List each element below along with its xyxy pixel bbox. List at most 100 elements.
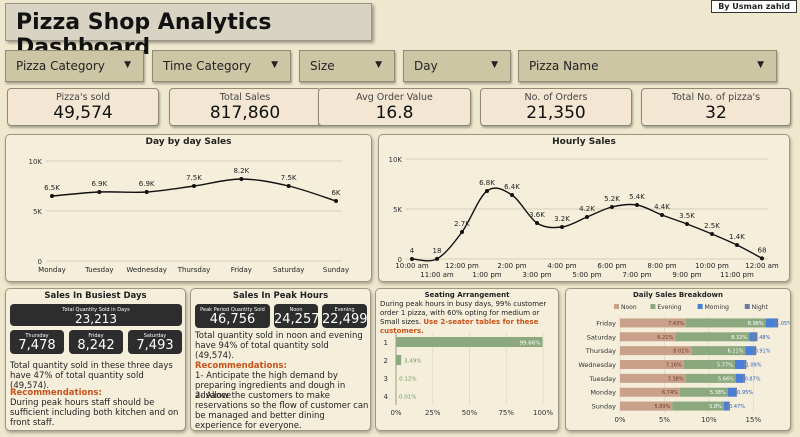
- data-label: 7.38%: [668, 376, 684, 382]
- bar-segment: [679, 387, 728, 397]
- legend-swatch: [614, 304, 619, 309]
- filter-pizza-category[interactable]: Pizza Category ▼: [5, 50, 144, 82]
- data-point: [610, 205, 614, 209]
- data-label: 5.4K: [629, 193, 645, 201]
- peak-summary: Total quantity sold in noon and evening …: [195, 331, 363, 361]
- filter-size[interactable]: Size ▼: [299, 50, 395, 82]
- data-label: 5.89%: [654, 404, 670, 410]
- legend-swatch: [697, 304, 703, 309]
- pill-value: 7,493: [136, 338, 174, 353]
- data-label: 6.4K: [504, 183, 520, 191]
- data-label: 8.2K: [233, 167, 249, 175]
- kpi-number-of-orders: No. of Orders 21,350: [480, 88, 632, 126]
- data-point: [334, 199, 338, 203]
- evening-pill: Evening 22,499: [322, 304, 368, 328]
- data-label: 7.16%: [666, 363, 682, 369]
- data-label: 99.66%: [520, 341, 541, 347]
- data-label: 6K: [331, 189, 340, 197]
- bar-segment: [685, 373, 736, 383]
- panel-title: Sales In Busiest Days: [44, 291, 147, 301]
- data-point: [239, 177, 244, 181]
- chart-title: Hourly Sales: [552, 137, 616, 147]
- x-tick-label: 12:00 pm: [445, 262, 479, 270]
- bar-segment: [683, 360, 735, 369]
- pill-label: Total Quantity Sold in Days: [62, 307, 130, 313]
- y-tick-label: Thursday: [585, 347, 616, 355]
- filter-label: Pizza Category: [16, 59, 105, 73]
- x-tick-label: 5%: [659, 416, 670, 424]
- bar: [396, 355, 402, 365]
- x-tick-label: Thursday: [177, 266, 211, 274]
- x-tick-label: 6:00 pm: [597, 262, 626, 270]
- y-tick-label: Friday: [596, 319, 616, 327]
- y-tick-label: 1: [384, 339, 388, 347]
- x-tick-label: Saturday: [273, 266, 305, 274]
- y-tick-label: Saturday: [587, 333, 616, 341]
- seating-text: During peak hours in busy days, 99% cust…: [380, 300, 558, 336]
- filter-pizza-name[interactable]: Pizza Name ▼: [518, 50, 777, 82]
- data-point: [460, 230, 464, 234]
- filter-time-category[interactable]: Time Category ▼: [152, 50, 291, 82]
- data-label: 8.32%: [731, 335, 747, 341]
- filter-day[interactable]: Day ▼: [403, 50, 511, 82]
- legend-swatch: [744, 304, 750, 309]
- x-tick-label: Tuesday: [84, 266, 113, 274]
- kpi-label: Avg Order Value: [356, 92, 433, 103]
- x-tick-label: 8:00 pm: [647, 262, 676, 270]
- x-tick-label: 3:00 pm: [522, 271, 551, 279]
- bar-segment: [745, 346, 754, 356]
- caret-down-icon: ▼: [757, 60, 764, 70]
- bar-segment: [620, 346, 692, 356]
- bar-segment: [736, 387, 738, 397]
- bar-segment: [728, 401, 730, 411]
- pill-label: Friday: [88, 333, 104, 339]
- bar-segment: [620, 318, 687, 328]
- peak-hours-panel: Sales In Peak Hours Peak Period Quantity…: [190, 288, 371, 431]
- bar-segment: [686, 318, 766, 328]
- busiest-rec-title: Recommendations:: [10, 388, 102, 398]
- x-tick-label: 15%: [746, 416, 762, 424]
- bar-segment: [765, 318, 776, 328]
- x-tick-label: 9:00 pm: [672, 271, 701, 279]
- y-tick-label: 10K: [29, 158, 43, 166]
- data-point: [435, 256, 439, 261]
- data-label: 6.11%: [728, 349, 744, 355]
- x-tick-label: 7:00 pm: [622, 271, 651, 279]
- data-label: 8.01%: [673, 349, 689, 355]
- peak-rec-title: Recommendations:: [195, 361, 287, 371]
- bar-segment: [691, 346, 746, 356]
- bar-segment: [620, 401, 673, 411]
- data-label: 4.4K: [654, 203, 670, 211]
- data-label: 4: [410, 247, 415, 255]
- legend-label: Night: [752, 304, 769, 311]
- x-tick-label: 50%: [462, 409, 478, 417]
- thursday-pill: Thursday 7,478: [10, 330, 64, 354]
- data-label: 1.05%: [776, 321, 790, 327]
- hourly-sales-panel: Hourly Sales 0 5K 10K 4 10:00 am 18 11:00 am 2.…: [378, 134, 790, 282]
- data-label: 2.7K: [454, 220, 470, 228]
- bar-segment: [743, 373, 745, 383]
- friday-pill: Friday 8,242: [69, 330, 123, 354]
- filter-label: Time Category: [163, 59, 251, 73]
- bar-segment: [675, 332, 750, 342]
- x-tick-label: 11:00 am: [420, 271, 454, 279]
- day-sales-chart: 0 5K 10K 6.5K Monday 6.9K Tuesday 6.9K Wednesday…: [29, 158, 350, 274]
- x-tick-label: 25%: [425, 409, 441, 417]
- panel-title: Seating Arrangement: [424, 291, 510, 299]
- pill-value: 46,756: [209, 312, 256, 327]
- kpi-value: 49,574: [53, 103, 113, 123]
- data-point: [560, 225, 564, 229]
- y-tick-label: 2: [384, 357, 388, 365]
- bar-segment: [775, 318, 779, 328]
- bar-segment: [753, 346, 757, 356]
- x-tick-label: Wednesday: [126, 266, 167, 274]
- peak-total-pill: Peak Period Quantity Sold 46,756: [195, 304, 270, 328]
- data-label: 1.09%: [746, 363, 762, 369]
- data-label: 5.66%: [718, 376, 734, 382]
- data-label: 6.5K: [44, 184, 60, 192]
- busiest-total-pill: Total Quantity Sold in Days 23,213: [10, 304, 182, 326]
- bar-segment: [620, 373, 686, 383]
- day-sales-panel: Day by day Sales 0 5K 10K 6.5K Monday 6.9K Tue…: [5, 134, 372, 282]
- panel-title: Sales In Peak Hours: [232, 291, 329, 301]
- kpi-total-sales: Total Sales 817,860: [169, 88, 321, 126]
